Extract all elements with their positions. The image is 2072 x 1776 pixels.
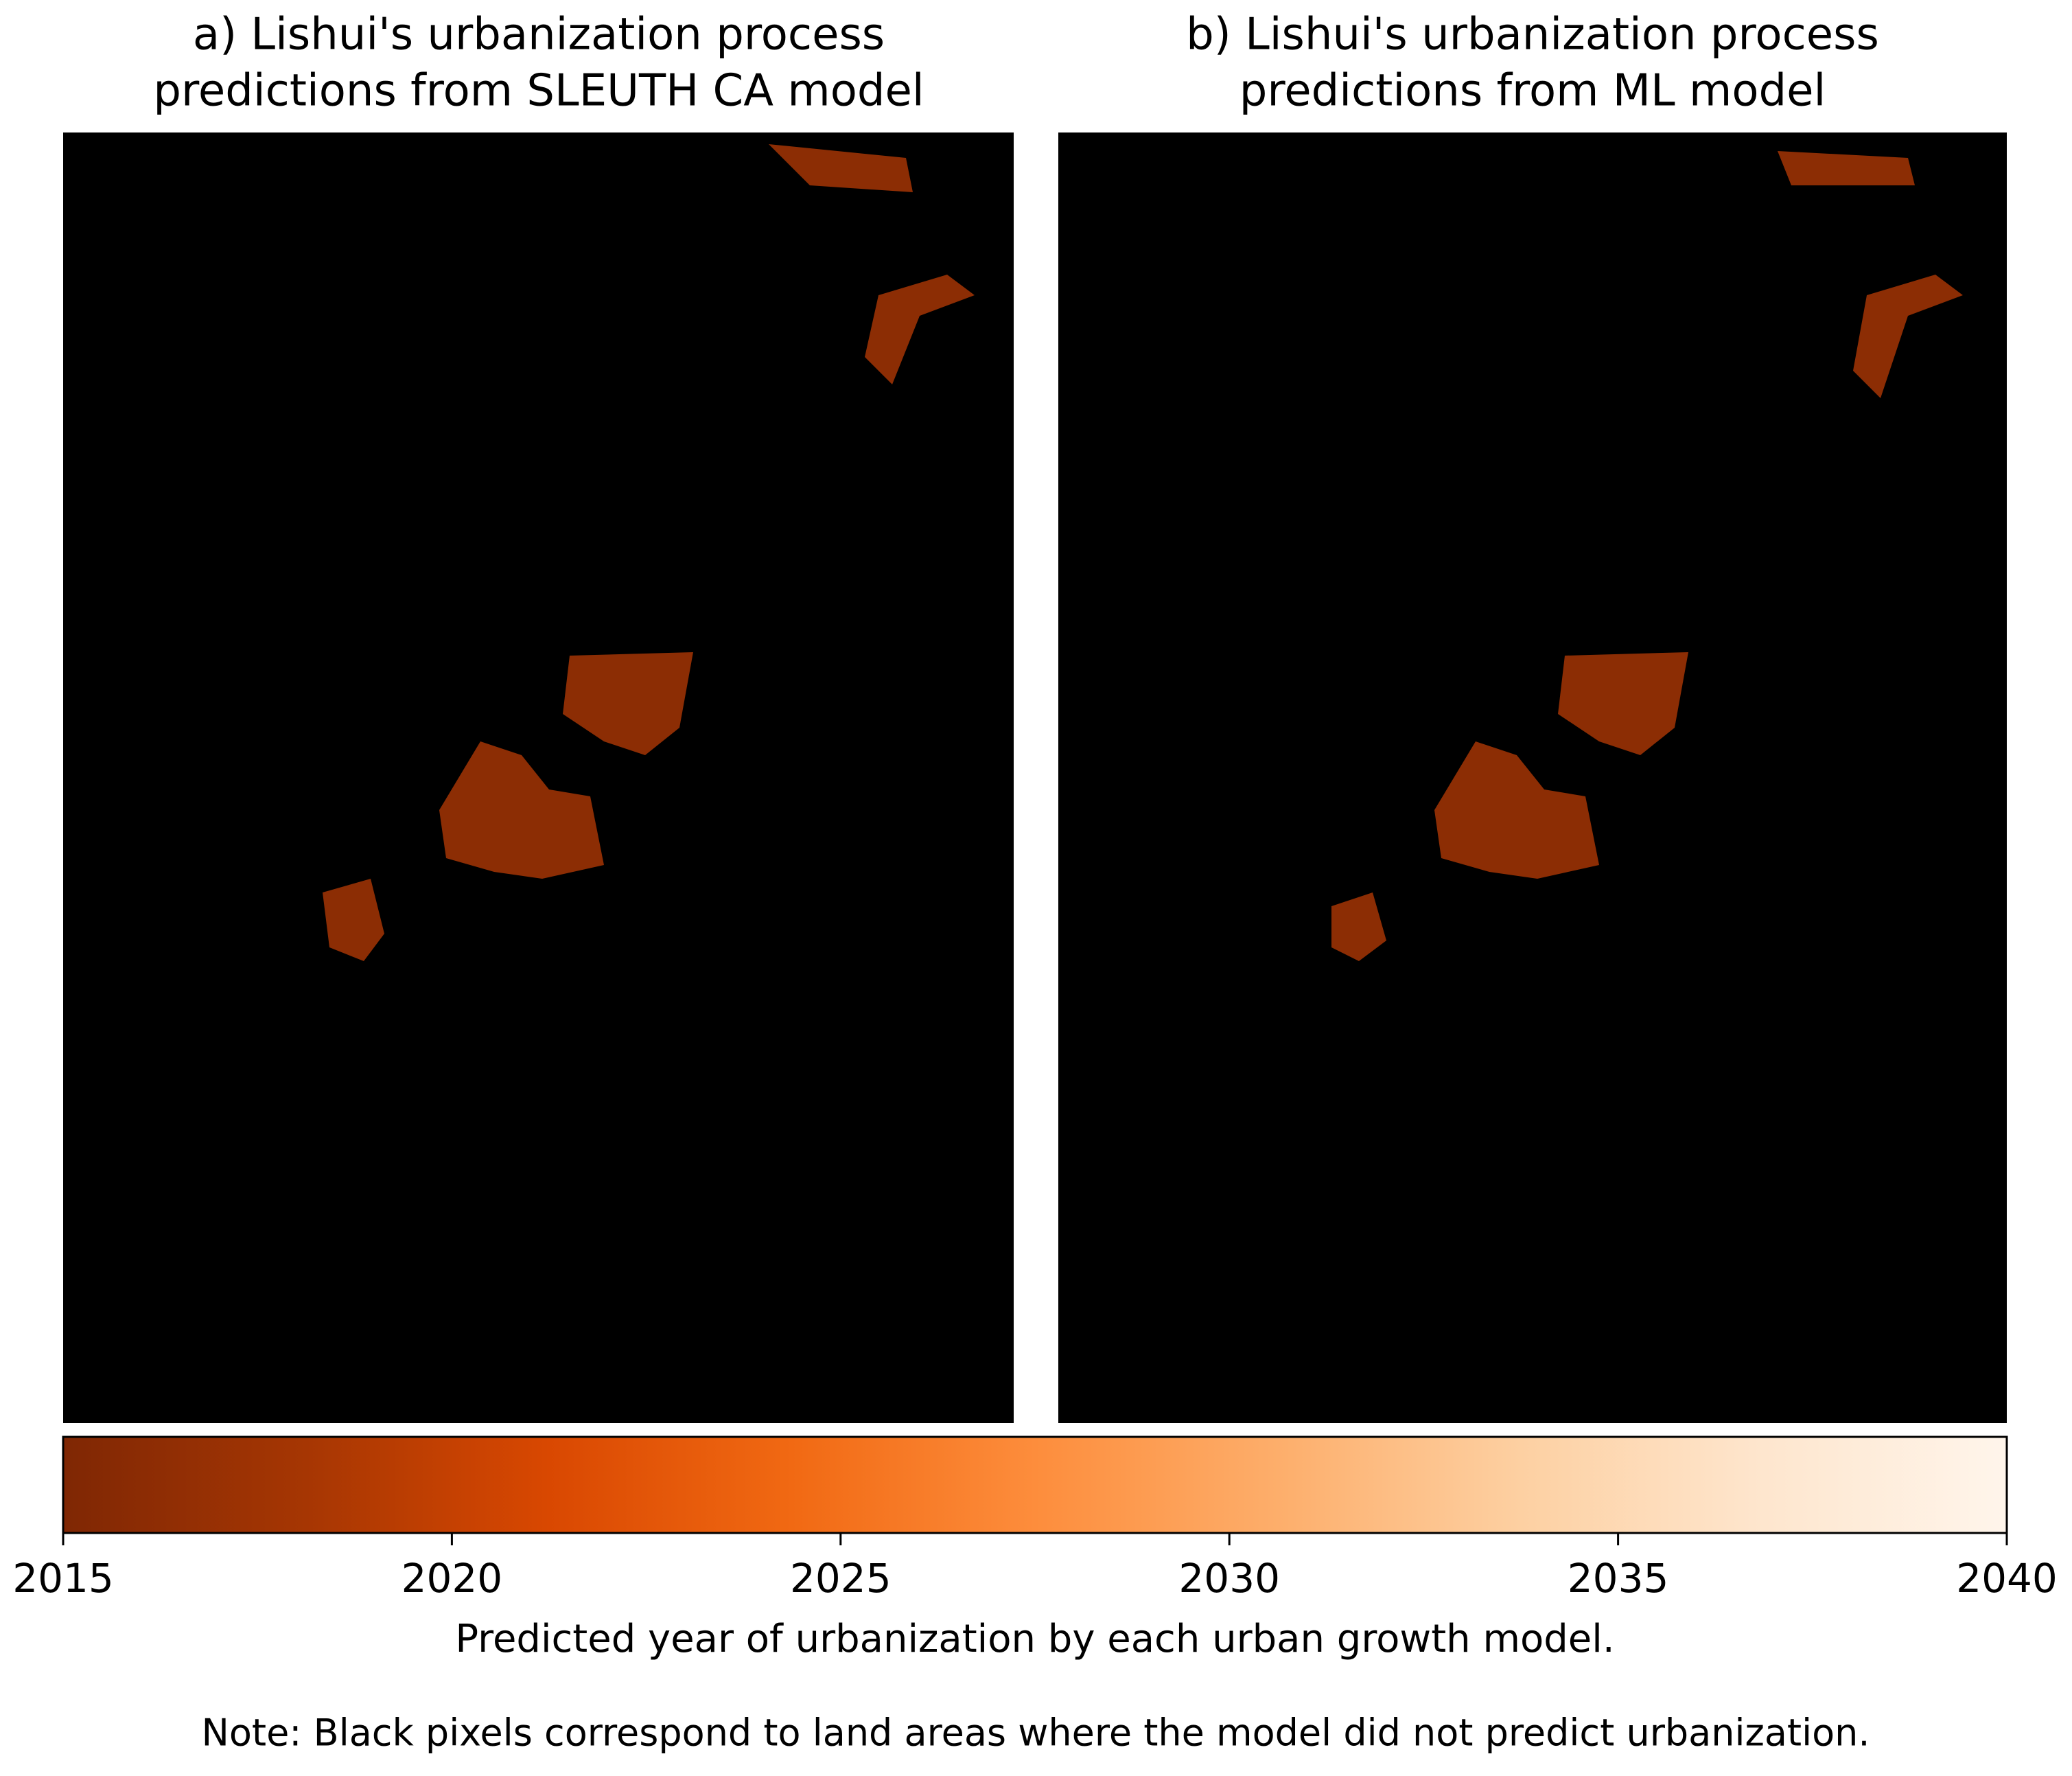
map-panel-a [63, 132, 1014, 1423]
tick-label: 2030 [1178, 1555, 1280, 1602]
tick-label: 2035 [1568, 1555, 1669, 1602]
colorbar-label: Predicted year of urbanization by each u… [455, 1617, 1614, 1661]
panel-title: a) Lishui's urbanization process [193, 10, 885, 60]
tick-label: 2025 [790, 1555, 892, 1602]
map-panel-b [1058, 132, 2007, 1423]
panel-title: b) Lishui's urbanization process [1186, 10, 1879, 60]
panel-title: predictions from ML model [1239, 66, 1826, 117]
tick-label: 2015 [12, 1555, 114, 1602]
urban-area [323, 144, 975, 961]
note: Note: Black pixels correspond to land ar… [201, 1711, 1870, 1755]
tick-label: 2020 [401, 1555, 503, 1602]
tick-label: 2040 [1956, 1555, 2058, 1602]
urban-area [1331, 151, 1963, 961]
panel-title: predictions from SLEUTH CA model [153, 66, 924, 117]
colorbar [62, 1435, 2008, 1534]
